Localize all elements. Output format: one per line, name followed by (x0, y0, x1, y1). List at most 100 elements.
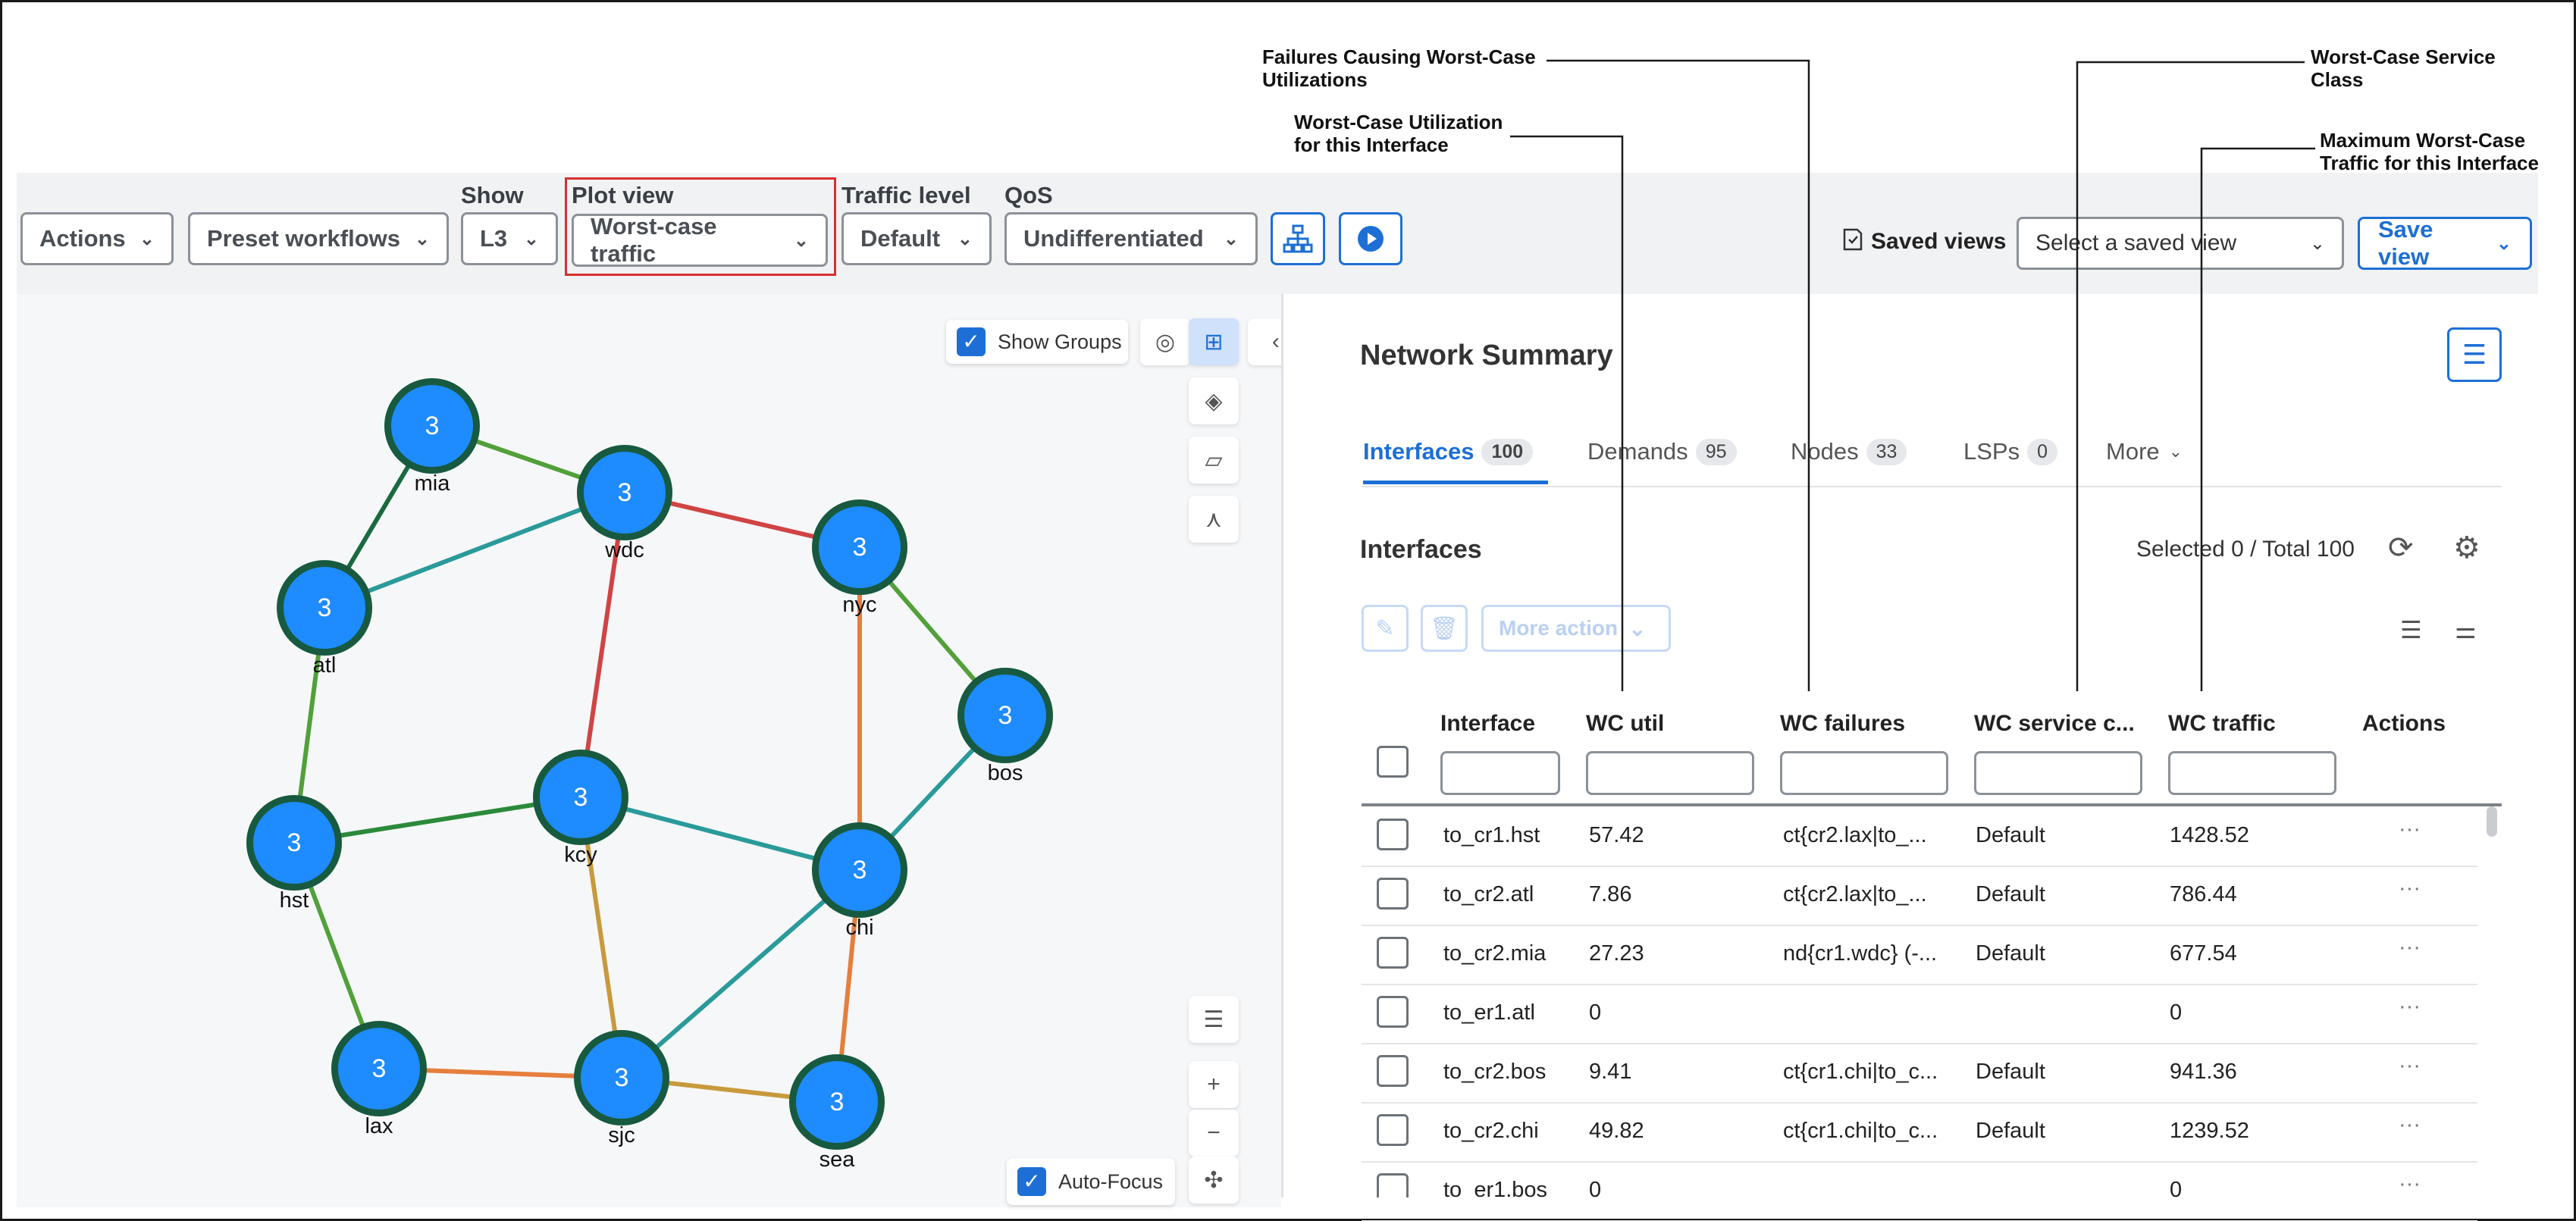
chevron-down-icon: ⌄ (1223, 228, 1239, 249)
qos-dropdown[interactable]: Undifferentiated ⌄ (1004, 212, 1258, 265)
row-more-icon[interactable]: ··· (2399, 1054, 2421, 1078)
chevron-down-icon: ⌄ (523, 228, 539, 249)
cell-util: 0 (1589, 1000, 1602, 1025)
cell-service: Default (1976, 1119, 2045, 1143)
node-mia[interactable]: 3 (384, 378, 480, 474)
row-checkbox[interactable] (1377, 819, 1409, 850)
filter-icon[interactable]: ☰ (2400, 616, 2422, 643)
tab-more[interactable]: More ⌄ (2106, 438, 2183, 465)
row-more-icon[interactable]: ··· (2399, 935, 2421, 960)
row-more-icon[interactable]: ··· (2399, 876, 2421, 900)
show-dropdown[interactable]: L3 ⌄ (461, 212, 558, 265)
list-button[interactable]: ☰ (1189, 996, 1239, 1043)
more-action-dropdown[interactable]: More action ⌄ (1481, 605, 1671, 652)
topology-icon (1283, 224, 1313, 253)
node-kcy[interactable]: 3 (533, 750, 628, 845)
cell-util: 0 (1589, 1178, 1602, 1202)
traffic-level-dropdown[interactable]: Default ⌄ (841, 212, 992, 265)
col-interface[interactable]: Interface (1440, 711, 1536, 736)
col-wc-traffic[interactable]: WC traffic (2168, 711, 2276, 736)
globe-view-button[interactable]: ◎ (1140, 318, 1190, 365)
cell-failures: ct{cr1.chi|to_c... (1783, 1119, 1938, 1143)
sliders-icon[interactable]: ⚌ (2455, 616, 2477, 643)
tree-button[interactable]: ⋏ (1189, 496, 1239, 543)
cell-traffic: 677.54 (2170, 941, 2237, 966)
node-nyc[interactable]: 3 (812, 499, 907, 595)
cell-interface: to_cr1.hst (1443, 823, 1540, 847)
row-checkbox[interactable] (1377, 1114, 1409, 1146)
list-toggle-button[interactable]: ☰ (2447, 327, 2502, 382)
gear-icon[interactable]: ⚙ (2453, 531, 2480, 565)
fit-view-button[interactable]: ✣ (1189, 1157, 1239, 1204)
pencil-icon: ✎ (1375, 615, 1395, 641)
list-icon: ☰ (1203, 1007, 1224, 1032)
plot-view-dropdown[interactable]: Worst-case traffic ⌄ (572, 213, 828, 267)
hierarchy-icon: ⊞ (1204, 329, 1224, 355)
filter-wc-traffic-input[interactable] (2168, 751, 2336, 795)
link-atl-wdc[interactable] (323, 490, 626, 610)
col-wc-failures[interactable]: WC failures (1780, 711, 1906, 736)
filter-wc-util-input[interactable] (1586, 751, 1754, 795)
node-sjc[interactable]: 3 (574, 1030, 669, 1126)
cell-traffic: 941.36 (2170, 1060, 2237, 1084)
node-wdc[interactable]: 3 (577, 445, 672, 540)
node-hst[interactable]: 3 (246, 795, 342, 891)
layers-button[interactable]: ◈ (1189, 377, 1239, 424)
row-checkbox[interactable] (1377, 937, 1409, 969)
hierarchy-view-button[interactable]: ⊞ (1189, 318, 1239, 365)
row-checkbox[interactable] (1377, 996, 1409, 1028)
cell-failures: ct{cr2.lax|to_... (1783, 823, 1927, 847)
filter-wc-service-input[interactable] (1974, 751, 2142, 795)
cell-service: Default (1976, 882, 2045, 906)
select-all-checkbox[interactable] (1377, 746, 1409, 778)
auto-focus-toggle[interactable]: ✓ Auto-Focus (1007, 1158, 1175, 1205)
topology-button[interactable] (1271, 212, 1325, 265)
row-more-icon[interactable]: ··· (2399, 1172, 2421, 1196)
show-groups-toggle[interactable]: ✓ Show Groups (946, 320, 1128, 364)
play-button[interactable] (1339, 212, 1402, 265)
header-divider (1362, 803, 2502, 806)
tab-nodes[interactable]: Nodes 33 (1791, 438, 1907, 465)
node-chi[interactable]: 3 (812, 822, 907, 918)
node-label-nyc: nyc (842, 593, 877, 617)
filter-wc-failures-input[interactable] (1780, 751, 1948, 795)
row-more-icon[interactable]: ··· (2399, 817, 2421, 841)
actions-dropdown[interactable]: Actions ⌄ (20, 212, 174, 265)
refresh-icon[interactable]: ⟳ (2388, 531, 2414, 565)
node-sea[interactable]: 3 (789, 1054, 885, 1150)
table-scrollbar[interactable] (2487, 806, 2497, 837)
cell-service: Default (1976, 1060, 2045, 1084)
delete-button[interactable]: 🗑 (1421, 605, 1468, 652)
row-more-icon[interactable]: ··· (2399, 994, 2421, 1019)
node-atl[interactable]: 3 (277, 560, 372, 656)
save-view-dropdown[interactable]: Save view ⌄ (2358, 216, 2532, 270)
row-checkbox[interactable] (1377, 1055, 1409, 1087)
chevron-down-icon: ⌄ (414, 228, 430, 249)
zoom-in-button[interactable]: + (1189, 1061, 1239, 1108)
row-more-icon[interactable]: ··· (2399, 1113, 2421, 1137)
map-button[interactable]: ▱ (1189, 437, 1239, 484)
link-wdc-kcy[interactable] (578, 492, 627, 798)
cell-interface: to_er1.atl (1443, 1000, 1535, 1025)
section-title: Interfaces (1360, 535, 1482, 564)
checkbox-checked-icon: ✓ (1017, 1167, 1046, 1196)
annotation-failures: Failures Causing Worst-Case Utilizations (1262, 45, 1536, 91)
node-label-sea: sea (819, 1147, 855, 1172)
node-bos[interactable]: 3 (957, 668, 1053, 763)
row-checkbox[interactable] (1377, 878, 1409, 909)
edit-button[interactable]: ✎ (1362, 605, 1409, 652)
tab-interfaces[interactable]: Interfaces 100 (1363, 438, 1534, 465)
globe-icon: ◎ (1155, 329, 1176, 355)
node-lax[interactable]: 3 (331, 1021, 427, 1116)
col-wc-util[interactable]: WC util (1586, 711, 1665, 736)
tab-lsps[interactable]: LSPs 0 (1963, 438, 2058, 465)
link-chi-sjc[interactable] (620, 868, 861, 1080)
filter-interface-input[interactable] (1440, 751, 1560, 795)
tab-demands[interactable]: Demands 95 (1587, 438, 1737, 465)
preset-workflows-dropdown[interactable]: Preset workflows ⌄ (188, 212, 449, 265)
cell-traffic: 0 (2170, 1178, 2183, 1202)
play-icon (1358, 226, 1384, 252)
zoom-out-button[interactable]: − (1189, 1110, 1239, 1157)
col-wc-service-class[interactable]: WC service c... (1974, 711, 2135, 736)
cell-failures: ct{cr2.lax|to_... (1783, 882, 1927, 906)
